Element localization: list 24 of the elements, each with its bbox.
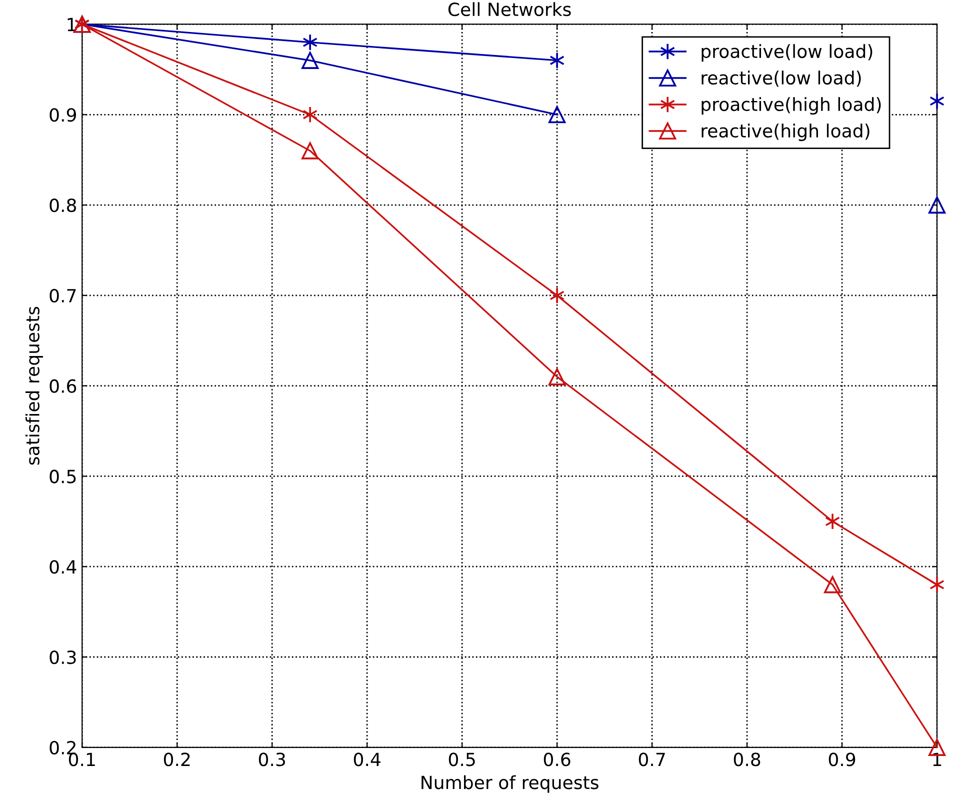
x-tick-label: 0.8 bbox=[734, 752, 760, 766]
y-tick-label: 0.6 bbox=[50, 379, 76, 393]
legend-label: reactive(high load) bbox=[702, 124, 870, 142]
x-tick-label: 0.4 bbox=[354, 752, 380, 766]
x-tick-label: 0.5 bbox=[448, 752, 475, 766]
x-axis-title: Number of requests bbox=[422, 775, 598, 793]
y-tick-label: 0.9 bbox=[50, 108, 76, 122]
x-tick-label: 0.6 bbox=[544, 752, 570, 766]
y-tick-label: 0.4 bbox=[50, 560, 76, 574]
legend-label: proactive(low load) bbox=[702, 44, 872, 62]
x-tick-label: 0.3 bbox=[258, 752, 285, 766]
y-axis-title: satisfied requests bbox=[26, 306, 43, 465]
chart-title: Cell Networks bbox=[448, 2, 571, 16]
y-tick-label: 0.5 bbox=[50, 470, 76, 484]
legend-label: proactive(high load) bbox=[702, 97, 881, 115]
x-tick-label: 0.7 bbox=[638, 752, 665, 766]
x-tick-label: 0.2 bbox=[164, 752, 190, 766]
y-tick-label: 0.3 bbox=[50, 650, 76, 664]
legend-label: reactive(low load) bbox=[702, 70, 861, 87]
x-tick-label: 0.1 bbox=[68, 752, 95, 766]
y-tick-label: 0.8 bbox=[50, 198, 76, 212]
y-tick-label: 0.7 bbox=[50, 288, 76, 303]
x-tick-label: 0.9 bbox=[828, 752, 856, 766]
y-tick-label: 0.2 bbox=[50, 740, 76, 755]
